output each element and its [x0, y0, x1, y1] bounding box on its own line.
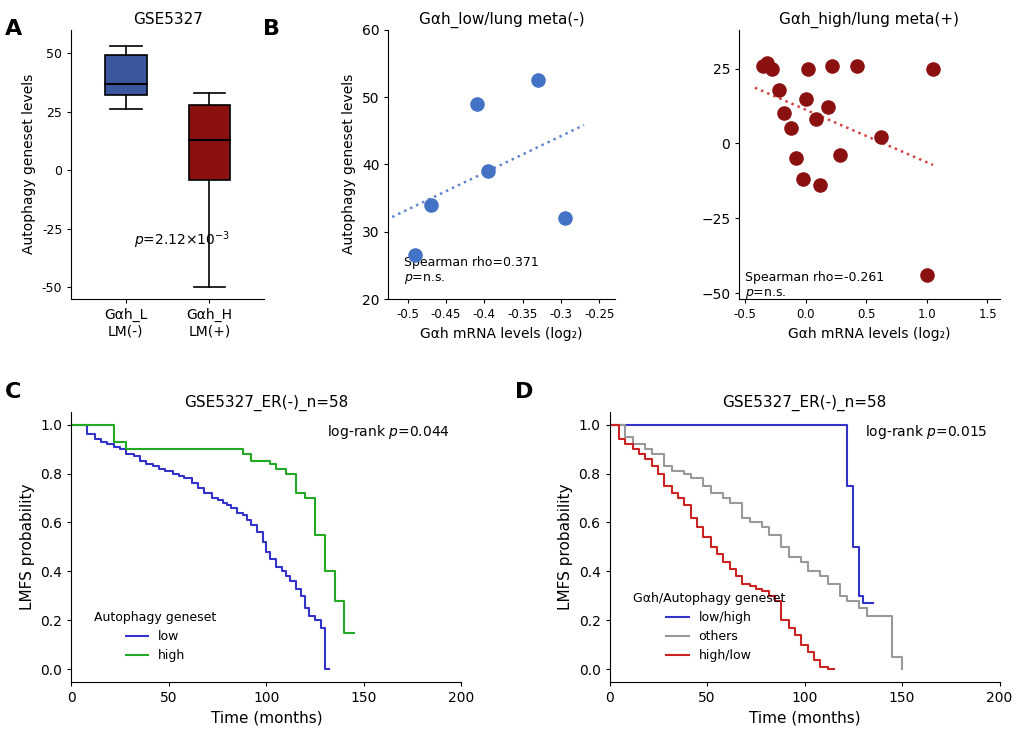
X-axis label: Time (months): Time (months) — [748, 711, 860, 725]
Text: Spearman rho=-0.261
$p$=n.s.: Spearman rho=-0.261 $p$=n.s. — [745, 270, 883, 301]
Point — [823, 59, 840, 71]
Text: log-rank $p$=0.044: log-rank $p$=0.044 — [326, 423, 449, 441]
Point — [807, 113, 823, 125]
Y-axis label: LMFS probability: LMFS probability — [19, 484, 35, 611]
Text: Spearman rho=0.371
$p$=n.s.: Spearman rho=0.371 $p$=n.s. — [404, 256, 538, 285]
Y-axis label: LMFS probability: LMFS probability — [557, 484, 573, 611]
Point — [556, 213, 573, 225]
Title: Gαh_high/lung meta(+): Gαh_high/lung meta(+) — [779, 12, 959, 28]
Text: $p$=2.12×10$^{-3}$: $p$=2.12×10$^{-3}$ — [135, 230, 230, 251]
Title: GSE5327_ER(-)_n=58: GSE5327_ER(-)_n=58 — [721, 395, 886, 411]
Point — [529, 74, 545, 86]
Text: B: B — [263, 19, 280, 39]
Point — [407, 250, 423, 262]
Point — [422, 199, 438, 210]
Y-axis label: Autophagy geneset levels: Autophagy geneset levels — [341, 74, 356, 254]
Text: A: A — [5, 19, 22, 39]
X-axis label: Gαh mRNA levels (log₂): Gαh mRNA levels (log₂) — [420, 327, 582, 341]
Point — [799, 63, 815, 75]
Point — [811, 179, 827, 191]
X-axis label: Gαh mRNA levels (log₂): Gαh mRNA levels (log₂) — [788, 327, 950, 341]
Y-axis label: Autophagy geneset levels: Autophagy geneset levels — [22, 74, 37, 254]
Title: Gαh_low/lung meta(-): Gαh_low/lung meta(-) — [419, 12, 584, 28]
Point — [758, 56, 774, 68]
Point — [770, 84, 787, 96]
Point — [797, 93, 813, 104]
Text: D: D — [515, 382, 533, 402]
Point — [872, 131, 889, 143]
Point — [830, 150, 847, 162]
Point — [788, 153, 804, 165]
Point — [918, 269, 934, 281]
Point — [848, 59, 864, 71]
X-axis label: Time (months): Time (months) — [210, 711, 322, 725]
FancyBboxPatch shape — [105, 56, 147, 96]
Point — [783, 122, 799, 134]
Point — [754, 59, 770, 71]
Point — [795, 173, 811, 185]
Point — [468, 98, 484, 110]
FancyBboxPatch shape — [189, 104, 230, 179]
Legend: low/high, others, high/low: low/high, others, high/low — [627, 587, 789, 668]
Point — [818, 102, 835, 113]
Title: GSE5327: GSE5327 — [132, 12, 203, 27]
Point — [775, 107, 792, 119]
Text: log-rank $p$=0.015: log-rank $p$=0.015 — [864, 423, 987, 441]
Point — [763, 63, 780, 75]
Point — [924, 63, 941, 75]
Point — [480, 165, 496, 177]
Legend: low, high: low, high — [90, 606, 221, 668]
Text: C: C — [5, 382, 21, 402]
Title: GSE5327_ER(-)_n=58: GSE5327_ER(-)_n=58 — [184, 395, 348, 411]
